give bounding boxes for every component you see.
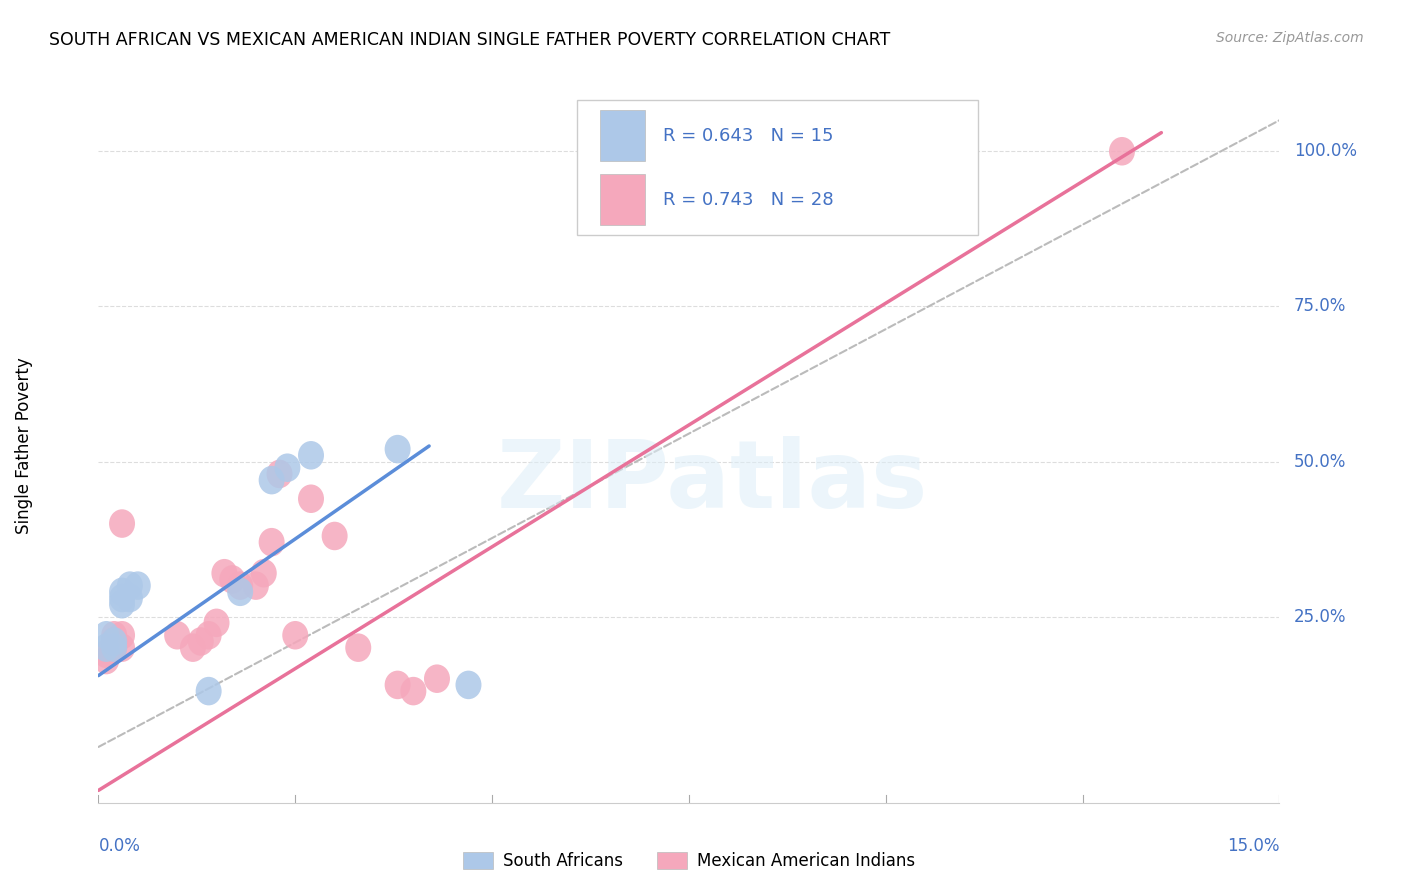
Ellipse shape	[110, 577, 135, 606]
Text: Source: ZipAtlas.com: Source: ZipAtlas.com	[1216, 31, 1364, 45]
Ellipse shape	[425, 665, 450, 693]
Ellipse shape	[298, 484, 323, 513]
Ellipse shape	[456, 671, 481, 699]
Ellipse shape	[259, 528, 284, 557]
Legend: South Africans, Mexican American Indians: South Africans, Mexican American Indians	[457, 845, 921, 877]
Text: 50.0%: 50.0%	[1294, 452, 1346, 470]
Ellipse shape	[110, 590, 135, 618]
Ellipse shape	[385, 434, 411, 463]
FancyBboxPatch shape	[576, 100, 979, 235]
Ellipse shape	[101, 627, 127, 656]
Text: SOUTH AFRICAN VS MEXICAN AMERICAN INDIAN SINGLE FATHER POVERTY CORRELATION CHART: SOUTH AFRICAN VS MEXICAN AMERICAN INDIAN…	[49, 31, 890, 49]
Ellipse shape	[250, 559, 277, 588]
Text: ZIPatlas: ZIPatlas	[496, 435, 928, 528]
Ellipse shape	[101, 621, 127, 649]
Ellipse shape	[298, 441, 323, 469]
Ellipse shape	[195, 677, 222, 706]
Ellipse shape	[93, 640, 120, 668]
Text: 0.0%: 0.0%	[98, 837, 141, 855]
Ellipse shape	[117, 572, 143, 600]
Ellipse shape	[401, 677, 426, 706]
Text: R = 0.643   N = 15: R = 0.643 N = 15	[664, 127, 834, 145]
Ellipse shape	[101, 633, 127, 662]
Text: 100.0%: 100.0%	[1294, 142, 1357, 161]
Ellipse shape	[204, 608, 229, 637]
Ellipse shape	[283, 621, 308, 649]
Ellipse shape	[259, 466, 284, 494]
Ellipse shape	[211, 559, 238, 588]
Ellipse shape	[93, 633, 120, 662]
Ellipse shape	[228, 577, 253, 606]
Ellipse shape	[93, 621, 120, 649]
Text: 75.0%: 75.0%	[1294, 297, 1346, 316]
Ellipse shape	[110, 633, 135, 662]
Text: 25.0%: 25.0%	[1294, 607, 1346, 625]
Ellipse shape	[243, 572, 269, 600]
Ellipse shape	[110, 621, 135, 649]
Ellipse shape	[228, 572, 253, 600]
Ellipse shape	[274, 453, 301, 482]
Ellipse shape	[110, 509, 135, 538]
Ellipse shape	[165, 621, 190, 649]
Ellipse shape	[180, 633, 205, 662]
Ellipse shape	[1109, 137, 1135, 166]
FancyBboxPatch shape	[600, 110, 645, 161]
Text: R = 0.743   N = 28: R = 0.743 N = 28	[664, 191, 834, 209]
Text: Single Father Poverty: Single Father Poverty	[15, 358, 34, 534]
Ellipse shape	[93, 646, 120, 674]
Ellipse shape	[101, 627, 127, 656]
Ellipse shape	[188, 627, 214, 656]
Ellipse shape	[676, 144, 702, 172]
Ellipse shape	[110, 583, 135, 612]
Text: 15.0%: 15.0%	[1227, 837, 1279, 855]
Ellipse shape	[117, 583, 143, 612]
Ellipse shape	[195, 621, 222, 649]
FancyBboxPatch shape	[600, 174, 645, 226]
Ellipse shape	[267, 459, 292, 488]
Ellipse shape	[346, 633, 371, 662]
Ellipse shape	[322, 522, 347, 550]
Ellipse shape	[125, 572, 150, 600]
Ellipse shape	[101, 633, 127, 662]
Ellipse shape	[219, 566, 245, 594]
Ellipse shape	[385, 671, 411, 699]
